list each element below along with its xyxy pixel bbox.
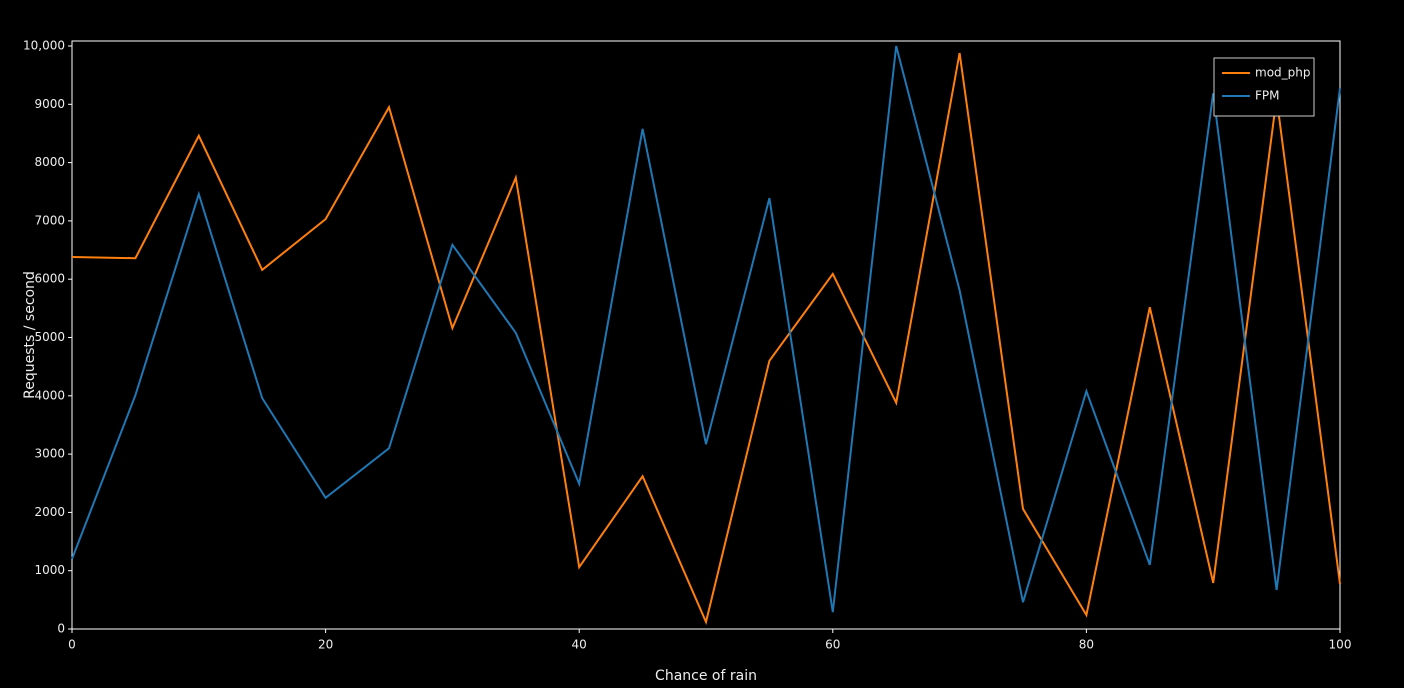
y-tick-label: 10,000 [23,39,65,53]
series-line [71,45,1341,613]
y-tick-label: 6000 [34,272,65,286]
x-tick-label: 60 [825,638,840,652]
y-tick-label: 2000 [34,505,65,519]
x-tick-label: 100 [1329,638,1352,652]
y-tick-label: 0 [57,622,65,636]
y-tick-label: 5000 [34,330,65,344]
x-tick-label: 20 [318,638,333,652]
legend-box [1213,57,1315,117]
y-tick-label: 1000 [34,563,65,577]
y-tick-label: 7000 [34,213,65,227]
y-axis-label: Requests / second [22,271,38,399]
x-tick-label: 40 [572,638,587,652]
x-tick-label: 0 [68,638,76,652]
plot-frame [71,40,1341,630]
legend-label: FPM [1255,89,1280,103]
x-tick-label: 80 [1079,638,1094,652]
y-tick-label: 3000 [34,447,65,461]
y-tick-label: 8000 [34,155,65,169]
y-tick-label: 4000 [34,388,65,402]
series-line [71,52,1341,626]
legend-label: mod_php [1255,66,1311,80]
y-tick-label: 9000 [34,97,65,111]
x-axis-label: Chance of rain [655,668,757,684]
